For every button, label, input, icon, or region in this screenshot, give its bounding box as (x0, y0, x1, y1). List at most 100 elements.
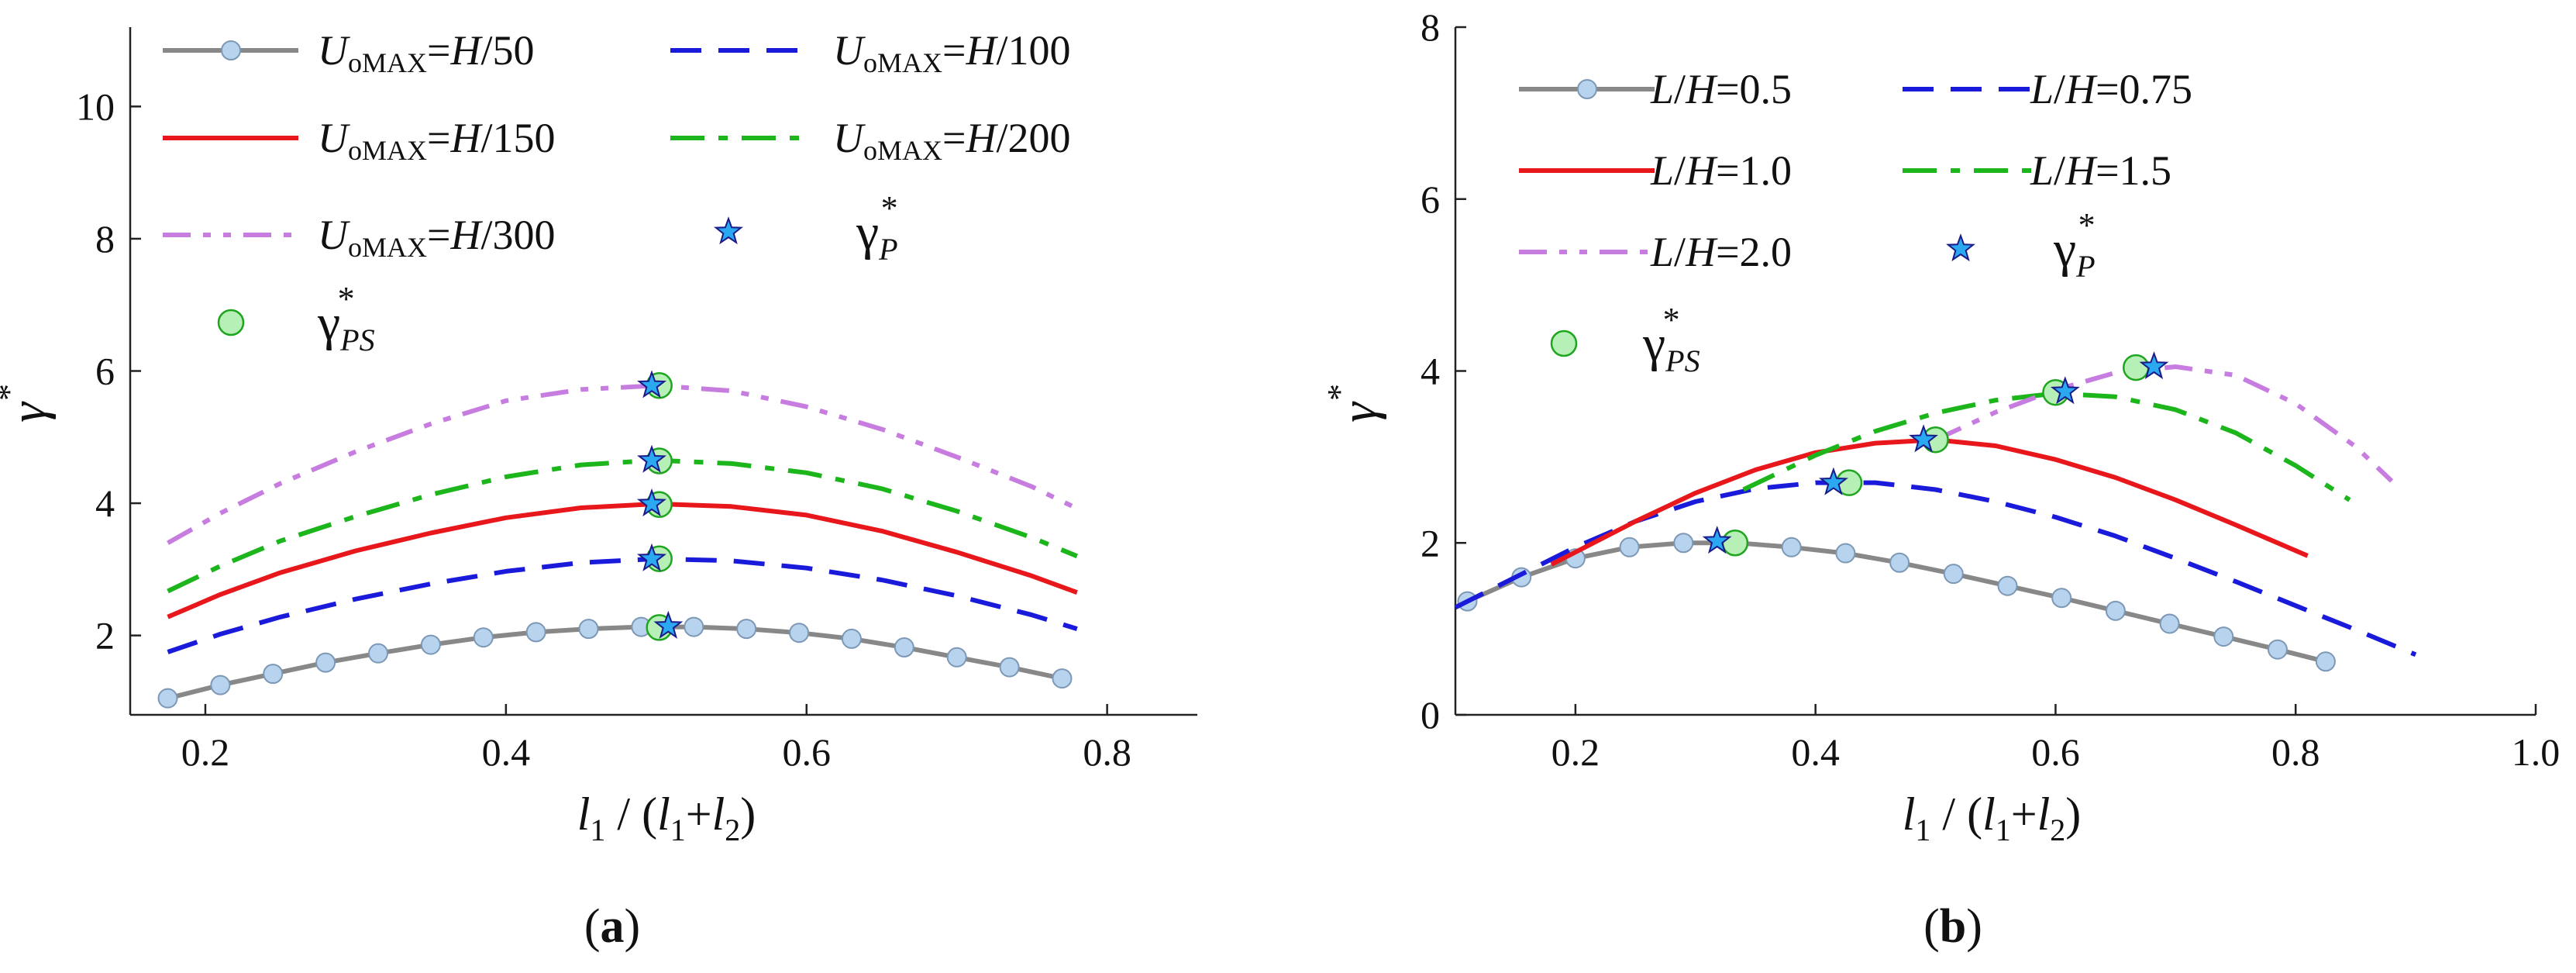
x-label-part: ) (740, 788, 756, 840)
panel-label-part: ( (584, 900, 601, 953)
gamma-p-marker (637, 488, 667, 517)
panel-label-part: a (601, 900, 625, 953)
legend-label-part: /150 (480, 115, 555, 161)
x-label-part: / ( (605, 788, 657, 840)
legend-label-part: / (2054, 66, 2065, 112)
x-label-part: l (2037, 788, 2051, 840)
legend-label-part: H (1685, 229, 1718, 275)
series-line (1742, 391, 2351, 502)
legend-label-part: oMAX (348, 232, 427, 263)
legend: L/H=0.5 L/H=0.75L/H=1.0 L/H=1.5L/H=2.0 γP*γ… (1519, 66, 2192, 378)
series-point (1835, 543, 1856, 564)
gamma-p-marker (2139, 351, 2169, 380)
x-tick-label: 0.4 (1791, 730, 1840, 774)
legend-label-part: U (318, 212, 350, 258)
x-label-part: 1 (1996, 813, 2011, 847)
legend-label-part: =1.0 (1716, 147, 1792, 194)
series-point (1673, 533, 1694, 554)
x-label-part: 2 (2050, 813, 2065, 847)
series-point (368, 643, 389, 664)
series-point (841, 628, 862, 649)
legend-label-part: /300 (480, 212, 555, 258)
legend-label-part: oMAX (348, 47, 427, 78)
panel-label-part: ( (1923, 900, 1940, 953)
y-axis-label: γ* (0, 384, 57, 423)
series-point (684, 616, 704, 637)
y-label-part: γ (0, 401, 57, 423)
y-tick-label: 2 (95, 614, 115, 657)
legend-label: UoMAX=H/200 (833, 115, 1071, 166)
panel-label-part: b (1940, 900, 1966, 953)
legend-label-part: PS (1665, 343, 1700, 378)
legend-label: L/H=1.5 (2030, 147, 2171, 194)
gamma-p-marker (637, 444, 667, 473)
series-point (578, 619, 599, 640)
panel-label: (b) (1923, 900, 1982, 953)
legend-label-part: γ (317, 295, 340, 351)
legend-label-part: oMAX (863, 135, 942, 166)
x-label-part: l (657, 788, 670, 840)
y-tick-label: 10 (76, 85, 115, 128)
series-point (2051, 588, 2072, 609)
legend-marker-icon (221, 40, 241, 60)
legend-label: γPS * (317, 280, 375, 357)
legend-label-part: oMAX (863, 47, 942, 78)
legend-label-part: / (1674, 66, 1686, 112)
legend-label-part: L (2030, 147, 2054, 194)
legend-label-part: =0.5 (1716, 66, 1792, 112)
series-line (167, 457, 1078, 594)
legend-label-part: * (338, 280, 355, 318)
legend-label-part: /100 (996, 27, 1070, 74)
gamma-p-marker (637, 370, 667, 399)
x-tick-label: 0.4 (482, 730, 531, 774)
y-label-part: γ (1331, 401, 1387, 423)
series-line (167, 501, 1078, 619)
series-point (2213, 626, 2234, 647)
series-point (2105, 600, 2126, 621)
x-label-part: l (1903, 788, 1916, 840)
legend-label-part: γ (2053, 221, 2076, 278)
series-line (167, 624, 1063, 701)
legend-label-part: = (427, 115, 450, 161)
x-label-part: + (2011, 788, 2037, 840)
legend-circle-icon (217, 309, 245, 336)
legend-label-part: H (2065, 66, 2098, 112)
legend-label-part: U (833, 27, 866, 74)
series-point (789, 623, 810, 643)
legend-label-part: oMAX (348, 135, 427, 166)
legend-label: UoMAX=H/300 (318, 212, 556, 263)
series-point (157, 688, 178, 709)
x-tick-label: 0.2 (1551, 730, 1600, 774)
legend-label: γPS * (1642, 301, 1700, 378)
y-tick-label: 4 (95, 481, 115, 525)
gamma-p-marker (637, 543, 667, 571)
gamma-ps-marker (2122, 354, 2150, 381)
series-point (1997, 575, 2018, 596)
legend-label-part: γ (1642, 316, 1665, 372)
y-tick-label: 8 (1421, 5, 1440, 49)
series-line (1454, 480, 2417, 657)
legend-label-part: H (449, 212, 483, 258)
series-point (1781, 537, 1802, 557)
legend-label-part: /200 (996, 115, 1070, 161)
legend-label-part: / (1674, 229, 1686, 275)
legend-label-part: P (878, 232, 897, 267)
legend-label: UoMAX=H/100 (833, 27, 1071, 78)
x-label-part: 1 (1915, 813, 1930, 847)
x-label-part: l (1982, 788, 1996, 840)
gamma-p-marker (2050, 376, 2080, 405)
legend-star-icon (1946, 233, 1975, 262)
x-tick-label: 0.6 (782, 730, 831, 774)
series-point (525, 622, 546, 643)
y-tick-label: 2 (1421, 521, 1440, 564)
legend-label: L/H=1.0 (1650, 147, 1792, 194)
legend-label-part: =1.5 (2096, 147, 2171, 194)
legend-label-part: /50 (480, 27, 534, 74)
gamma-ps-marker (1721, 530, 1749, 557)
legend-circle-icon (1550, 330, 1578, 357)
x-label-part: 1 (590, 813, 605, 847)
legend-label-part: H (449, 27, 483, 74)
legend-label-part: * (2078, 206, 2096, 244)
legend-label: UoMAX=H/50 (318, 27, 535, 78)
